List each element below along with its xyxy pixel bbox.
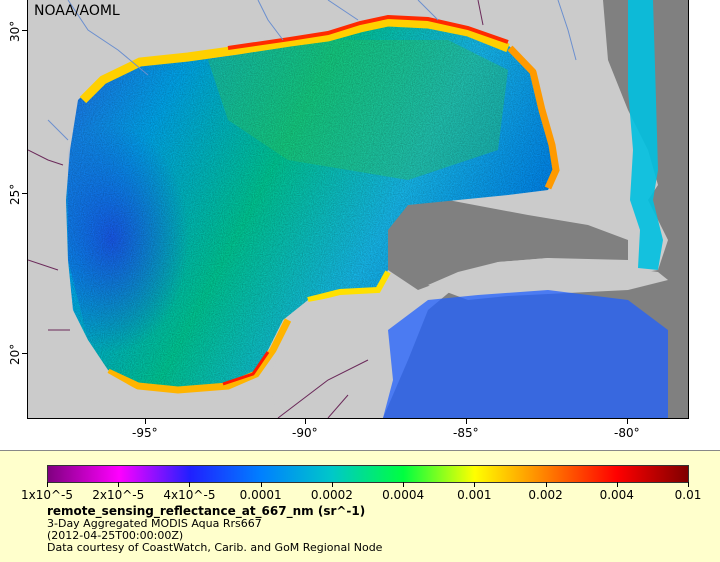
land-north [228,0,510,45]
colorbar-tick-label: 4x10^-5 [163,488,216,502]
lon-tick-90 [305,418,306,424]
coastal-band-red-south [222,351,270,386]
legend-line-3: Data courtesy of CoastWatch, Carib. and … [47,541,383,554]
colorbar-tick-mark [474,482,476,487]
lon-label-85: -85° [453,426,479,440]
lon-tick-95 [145,418,146,424]
legend-title: remote_sensing_reflectance_at_667_nm (sr… [47,504,366,518]
caribbean-patch [383,290,668,418]
lon-tick-85 [466,418,467,424]
gulf-speckle [66,20,558,390]
colorbar-tick-mark [403,482,405,487]
colorbar-tick-label: 1x10^-5 [20,488,74,502]
colorbar-tick-label: 0.0002 [310,488,353,502]
land-yucatan [268,294,413,418]
lat-label-30: 30° [8,20,22,42]
colorbar-tick-mark [545,482,547,487]
colorbar [47,465,689,483]
coastal-band-campeche [307,270,391,303]
land-west [28,0,248,418]
colorbar-tick-mark [47,482,48,487]
lon-tick-80 [627,418,628,424]
colorbar-tick-mark [331,482,333,487]
land-florida [508,0,658,205]
colorbar-tick-mark [118,482,120,487]
credit-label: NOAA/AOML [34,3,120,19]
lat-tick-20 [22,353,28,354]
colorbar-tick-mark [688,482,689,487]
legend-line-1: 3-Day Aggregated MODIS Aqua Rrs667 [47,517,262,530]
no-data-area-gulf-east [368,190,628,290]
legend-line-2: (2012-04-25T00:00:00Z) [47,529,184,542]
lat-label-25: 25° [8,183,22,205]
colorbar-tick-label: 0.01 [674,488,702,502]
lat-label-20: 20° [8,343,22,365]
legend-panel: remote_sensing_reflectance_at_667_nm (sr… [0,450,720,562]
rivers [47,0,577,141]
map-panel[interactable]: NOAA/AOML [27,0,689,419]
lat-tick-30 [22,30,28,31]
coastal-band-north-red [227,14,509,50]
coastal-band-north [79,17,510,104]
colorbar-tick-label: 2x10^-5 [92,488,145,502]
coastal-band-florida [507,45,560,190]
colorbar-tick-mark [616,482,618,487]
atlantic-strip [628,0,663,270]
colorbar-tick-mark [260,482,262,487]
political-borders [28,0,484,418]
colorbar-tick-label: 0.0001 [239,488,282,502]
lon-label-90: -90° [292,426,318,440]
colorbar-tick-label: 0.004 [599,488,634,502]
lon-label-80: -80° [614,426,640,440]
lon-label-95: -95° [132,426,158,440]
colorbar-tick-mark [189,482,191,487]
colorbar-tick-label: 0.001 [457,488,492,502]
land-cuba [428,258,668,300]
coastal-band-yucatan [106,318,292,394]
gulf-of-mexico-map [28,0,688,418]
colorbar-tick-label: 0.002 [528,488,563,502]
lat-tick-25 [22,193,28,194]
colorbar-tick-label: 0.0004 [382,488,425,502]
